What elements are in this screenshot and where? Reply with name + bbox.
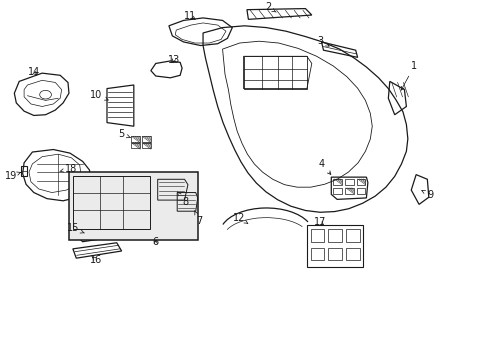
Bar <box>306 225 362 267</box>
Bar <box>142 136 151 141</box>
Text: 8: 8 <box>177 192 188 207</box>
Text: 15: 15 <box>66 224 84 233</box>
Bar <box>131 136 140 141</box>
Bar <box>310 229 324 242</box>
Text: 16: 16 <box>89 255 102 265</box>
Text: 1: 1 <box>401 61 416 90</box>
Bar <box>310 248 324 260</box>
Bar <box>21 166 27 176</box>
Text: 5: 5 <box>118 129 130 139</box>
Bar <box>73 176 150 229</box>
Bar <box>332 188 341 194</box>
Bar <box>356 179 365 185</box>
Text: 3: 3 <box>316 36 328 46</box>
Text: 4: 4 <box>318 159 330 174</box>
Bar <box>142 143 151 148</box>
Text: 10: 10 <box>90 90 108 100</box>
Bar <box>332 179 341 185</box>
Bar <box>69 172 198 239</box>
Bar <box>328 229 341 242</box>
Text: 7: 7 <box>194 211 203 226</box>
Bar <box>328 248 341 260</box>
Bar <box>243 56 306 89</box>
Text: 2: 2 <box>264 2 276 12</box>
Text: 17: 17 <box>313 217 325 227</box>
Text: 19: 19 <box>5 171 20 181</box>
Bar <box>131 143 140 148</box>
Text: 6: 6 <box>152 237 159 247</box>
Text: 13: 13 <box>167 55 180 65</box>
Text: 14: 14 <box>28 67 40 77</box>
Text: 11: 11 <box>183 11 196 21</box>
Text: 12: 12 <box>232 213 247 224</box>
Bar <box>344 188 353 194</box>
Text: 18: 18 <box>60 163 78 174</box>
Bar <box>345 229 359 242</box>
Bar <box>356 188 365 194</box>
Text: 9: 9 <box>421 190 433 200</box>
Bar <box>345 248 359 260</box>
Bar <box>344 179 353 185</box>
